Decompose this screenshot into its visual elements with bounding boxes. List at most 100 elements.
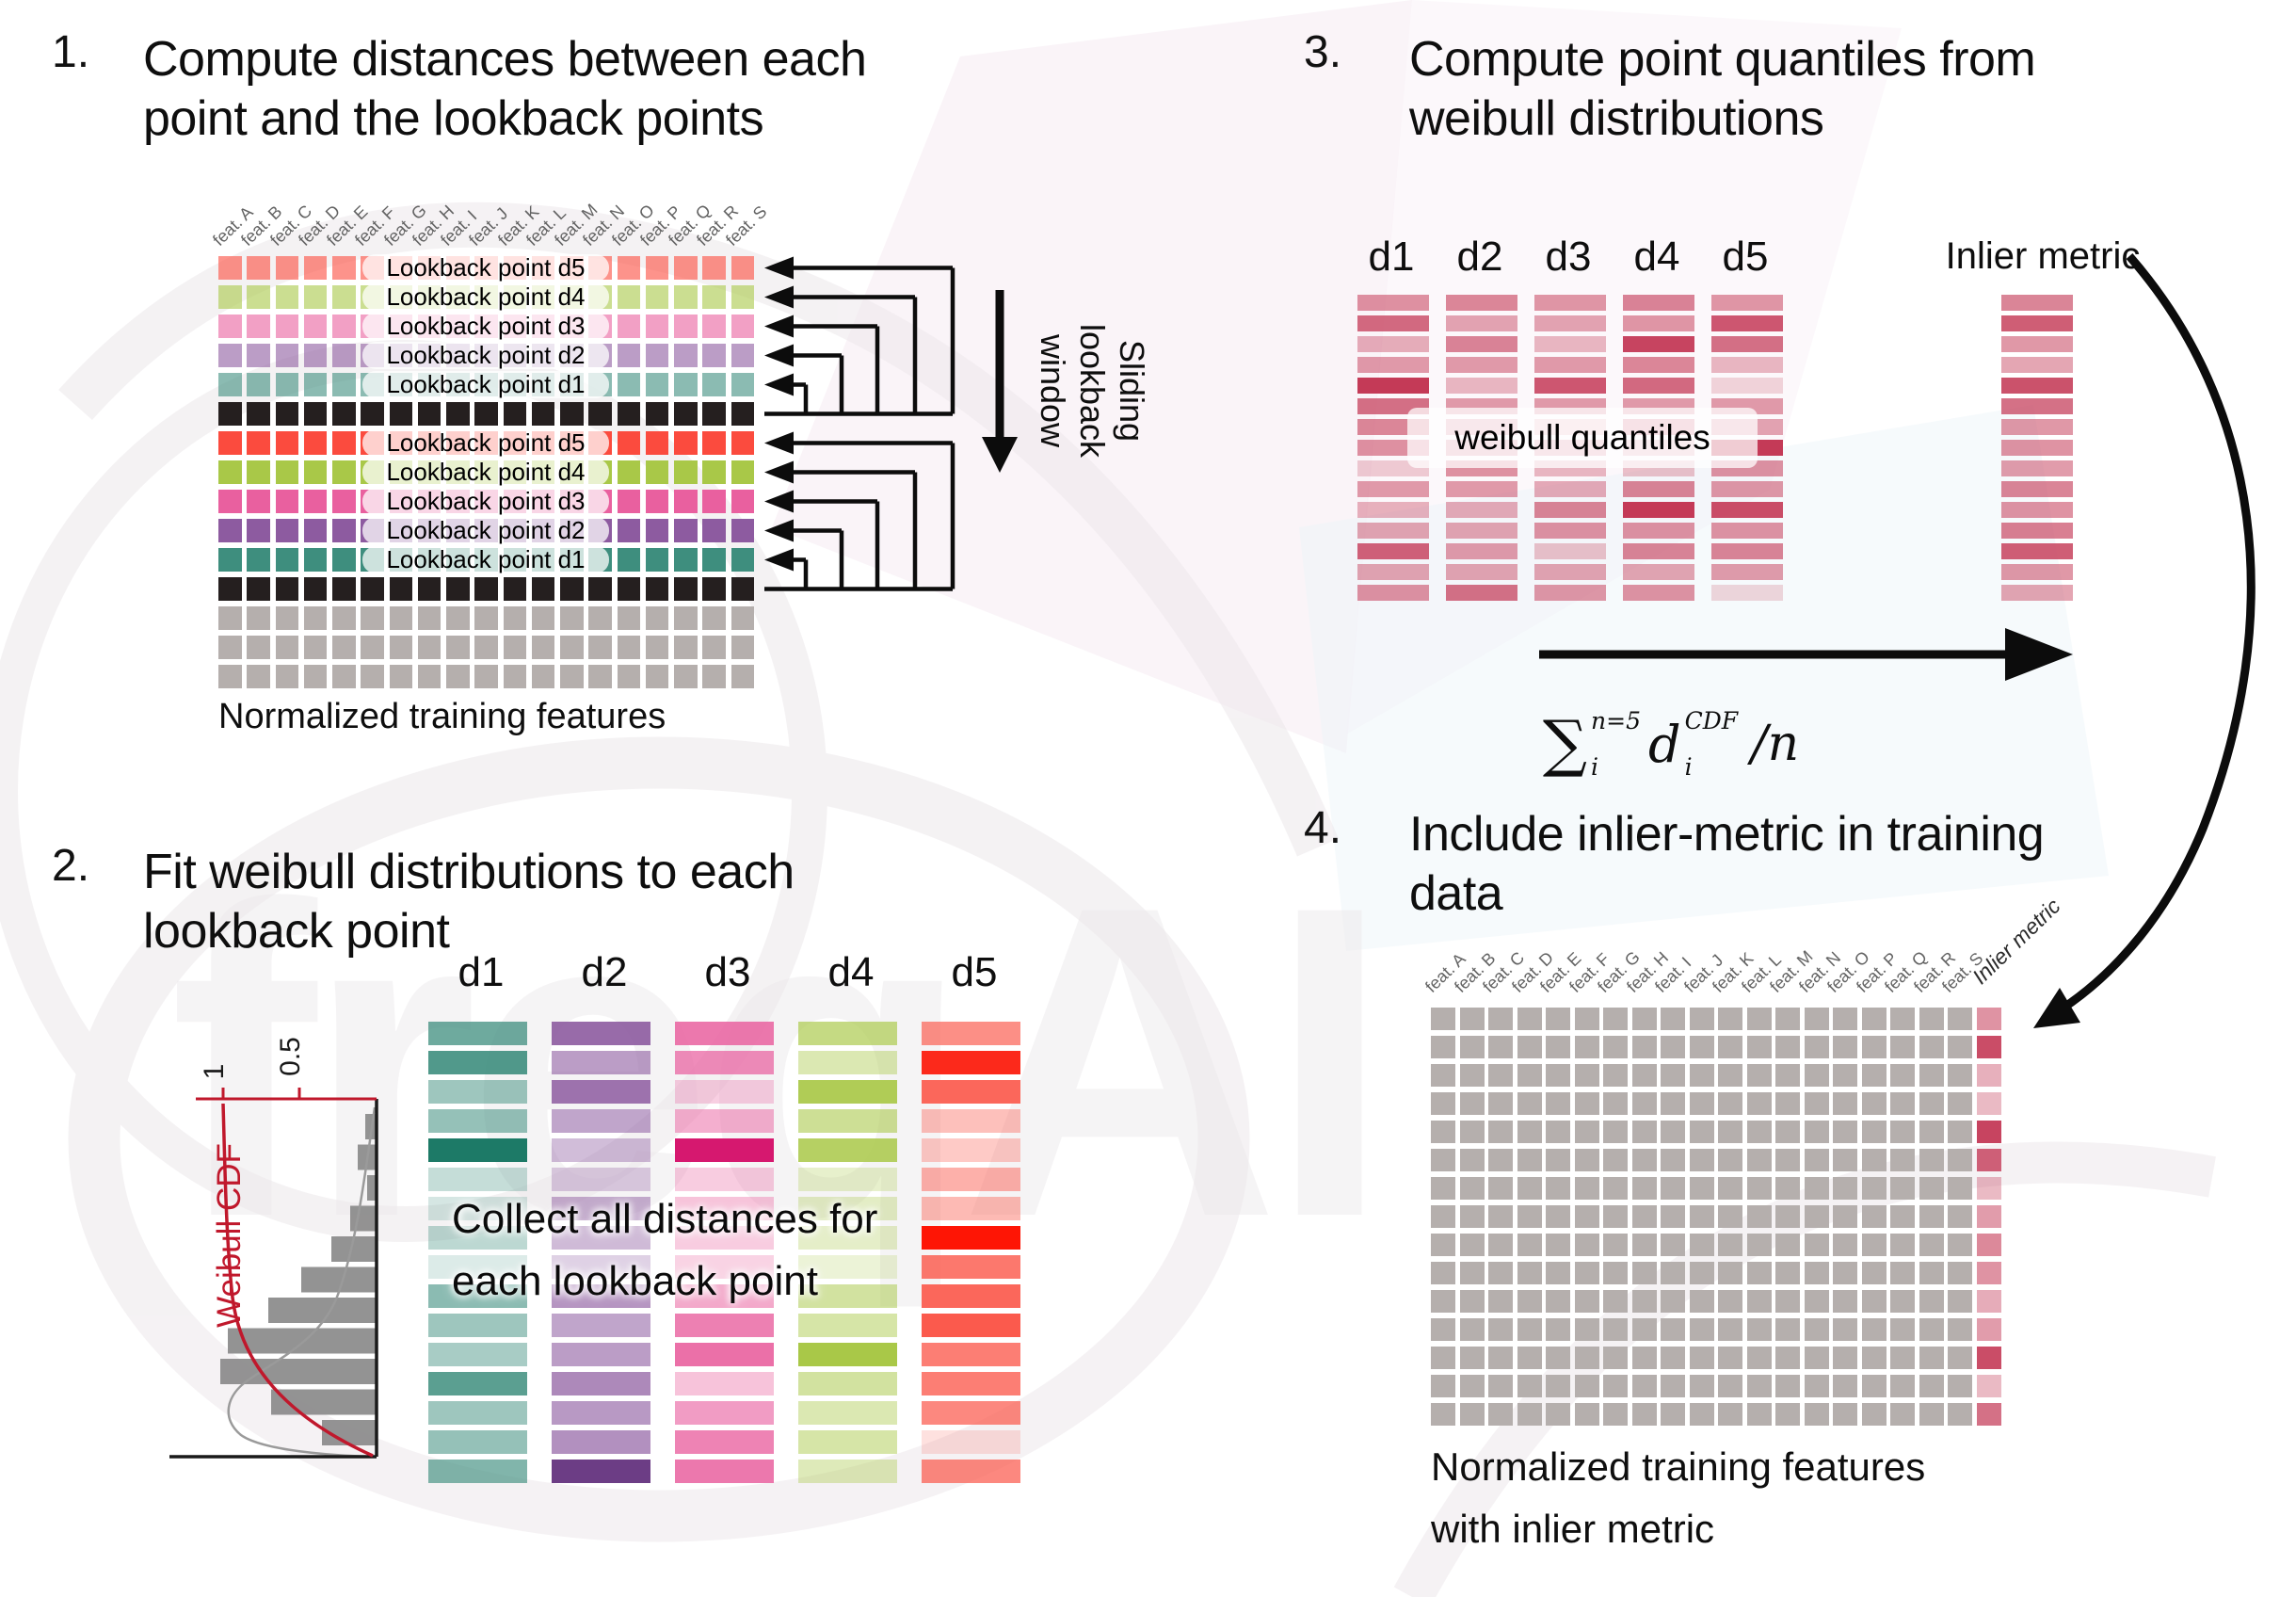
feature-cell [303, 577, 328, 601]
lookback-point-label: Lookback point d2 [362, 341, 609, 369]
distance-bar [428, 1284, 527, 1308]
feature-cell [1661, 1290, 1685, 1313]
feature-cell [1574, 1121, 1599, 1143]
feature-cell [1861, 1234, 1887, 1256]
feature-cell [303, 519, 328, 542]
quantile-formula: ∑ n=5 i d CDF i /n [1464, 692, 1878, 796]
distance-bar [1357, 564, 1429, 580]
feature-cell [1459, 1121, 1485, 1143]
feature-cell [617, 577, 640, 601]
feature-cell [1718, 1290, 1742, 1313]
feature-cell [1546, 1205, 1570, 1228]
feature-cell [1488, 1403, 1513, 1426]
s2-header-d1: d1 [458, 949, 505, 995]
step-1-title: Compute distances between each point and… [143, 32, 867, 146]
distance-bar [552, 1343, 650, 1366]
distance-bar [428, 1109, 527, 1133]
feature-cell [1775, 1318, 1800, 1341]
distance-bar [922, 1226, 1020, 1250]
feature-cell [1861, 1347, 1887, 1369]
feature-cell [1603, 1036, 1628, 1058]
feature-cell [1948, 1008, 1972, 1030]
feature-cell [332, 315, 356, 338]
feature-cell [1948, 1403, 1972, 1426]
distance-bar [675, 1284, 774, 1308]
distance-bar [798, 1460, 897, 1483]
distance-bar [798, 1284, 897, 1308]
feature-cell [1631, 1318, 1657, 1341]
distance-bar [1623, 357, 1694, 373]
distance-bar [1446, 481, 1517, 497]
feature-cell [1631, 1092, 1657, 1115]
feature-cell [1546, 1318, 1570, 1341]
lookback-row-d4: Lookback point d4 [218, 282, 754, 311]
feature-cell [674, 490, 698, 513]
feature-cell [1833, 1290, 1857, 1313]
feature-cell [1689, 1290, 1714, 1313]
feature-cell [731, 285, 754, 309]
distance-bar [1534, 543, 1606, 559]
lookback-row-d4: Lookback point d4 [218, 458, 754, 486]
s3-header-d5: d5 [1722, 234, 1769, 280]
distance-bar [798, 1197, 897, 1220]
feature-cell [1948, 1149, 1972, 1171]
feature-cell [617, 431, 640, 455]
feature-cell [560, 606, 584, 630]
lookback-row-d2: Lookback point d2 [218, 516, 754, 544]
feature-cell [1517, 1347, 1542, 1369]
feature-cell [1775, 1375, 1800, 1397]
feature-cell [1890, 1092, 1915, 1115]
distance-bar [2001, 543, 2073, 559]
feature-cell [1890, 1205, 1915, 1228]
feature-cell [1661, 1205, 1685, 1228]
feature-cell [1459, 1318, 1485, 1341]
feature-cell [1574, 1064, 1599, 1087]
feature-cell [1689, 1036, 1714, 1058]
feature-cell [1488, 1347, 1513, 1369]
feature-cell [303, 256, 328, 280]
feature-cell [218, 344, 242, 367]
feature-cell [645, 460, 669, 484]
feature-cell [1631, 1262, 1657, 1284]
feature-cell [303, 315, 328, 338]
feature-cell [1488, 1375, 1513, 1397]
feature-cell [702, 548, 726, 572]
feature-cell [332, 285, 356, 309]
feature-cell [731, 431, 754, 455]
feature-cell [218, 665, 242, 688]
distance-bar [1446, 585, 1517, 601]
distance-bar [1623, 523, 1694, 539]
distance-bar [428, 1051, 527, 1074]
feature-cell [275, 548, 298, 572]
inlier-metric-cell [1976, 1262, 2001, 1284]
feature-cell [303, 402, 328, 426]
distance-bar [428, 1168, 527, 1191]
feature-cell [1631, 1403, 1657, 1426]
training-row [1431, 1234, 2001, 1256]
feature-cell [645, 373, 669, 396]
s3-header-d1: d1 [1368, 234, 1415, 280]
distance-bar [2001, 440, 2073, 456]
distance-bar [1357, 481, 1429, 497]
feature-cell [1459, 1177, 1485, 1200]
feature-cell [1689, 1234, 1714, 1256]
feature-cell [275, 577, 298, 601]
distance-bar [552, 1138, 650, 1162]
distance-bar [798, 1314, 897, 1337]
distance-bar [1711, 357, 1783, 373]
step-3-title: Compute point quantiles from weibull dis… [1409, 32, 2036, 146]
distance-bar [675, 1197, 774, 1220]
feature-cell [1718, 1121, 1742, 1143]
feature-cell [1546, 1177, 1570, 1200]
lookback-point-label: Lookback point d4 [362, 458, 609, 486]
feature-cell [1861, 1290, 1887, 1313]
feature-cell [1689, 1205, 1714, 1228]
feature-cell [1890, 1036, 1915, 1058]
feature-cell [1718, 1064, 1742, 1087]
feature-cell [702, 577, 726, 601]
feature-cell [1890, 1121, 1915, 1143]
feature-cell [1689, 1347, 1714, 1369]
distance-bar [798, 1080, 897, 1104]
feature-cell [1631, 1064, 1657, 1087]
distance-bar [675, 1255, 774, 1279]
